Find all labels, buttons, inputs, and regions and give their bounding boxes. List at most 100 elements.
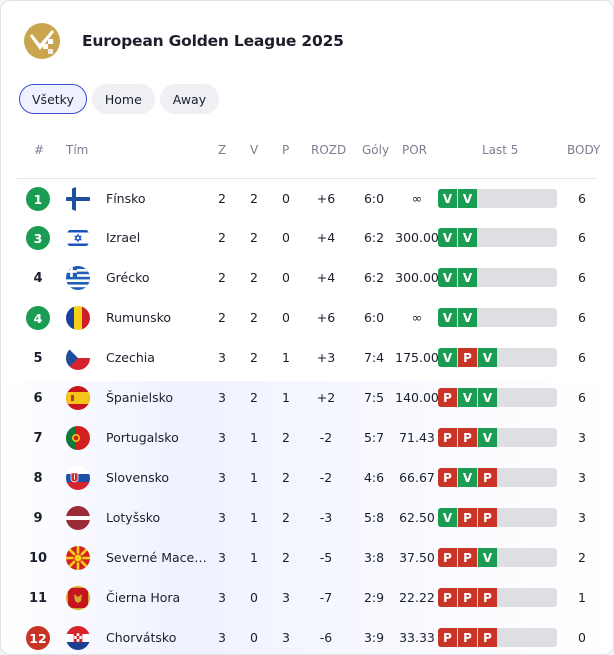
ratio-cell: ∞ (411, 310, 423, 325)
played-cell: 3 (218, 510, 226, 525)
played-cell: 2 (218, 230, 226, 245)
tab-away[interactable]: Away (159, 84, 220, 114)
wins-cell: 0 (250, 590, 258, 605)
col-losses[interactable]: P (282, 143, 290, 157)
team-name[interactable]: Španielsko (106, 390, 174, 405)
ratio-cell: 175.00 (395, 350, 439, 365)
wins-cell: 2 (250, 191, 258, 206)
points-cell: 6 (578, 350, 586, 365)
diff-cell: +3 (316, 350, 336, 365)
team-name[interactable]: Slovensko (106, 470, 170, 485)
points-cell: 0 (578, 630, 586, 645)
team-name[interactable]: Grécko (106, 270, 150, 285)
win-badge: V (458, 308, 477, 327)
team-name[interactable]: Czechia (106, 350, 155, 365)
loss-badge: P (458, 628, 477, 647)
team-name[interactable]: Izrael (106, 230, 141, 245)
tab-home[interactable]: Home (91, 84, 155, 114)
col-goals[interactable]: Góly (362, 143, 390, 157)
col-diff[interactable]: ROZD (311, 143, 347, 157)
points-cell: 3 (578, 510, 586, 525)
czechia-flag-icon (66, 346, 90, 370)
win-badge: V (438, 268, 457, 287)
goals-cell: 6:2 (363, 270, 385, 285)
table-row[interactable]: 1 Fínsko 2 2 0 +6 6:0 ∞ 6 V V (17, 178, 597, 219)
col-ratio[interactable]: POR (402, 143, 428, 157)
rank-badge: 3 (26, 226, 50, 250)
table-row[interactable]: 4 Rumunsko 2 2 0 +6 6:0 ∞ 6 V V (17, 298, 597, 338)
rank-badge: 11 (28, 590, 48, 606)
team-name[interactable]: Fínsko (106, 191, 146, 206)
loss-badge: P (478, 628, 497, 647)
wins-cell: 1 (250, 510, 258, 525)
diff-cell: +6 (316, 310, 336, 325)
win-badge: V (458, 228, 477, 247)
rank-badge: 1 (26, 187, 50, 211)
win-badge: V (458, 388, 477, 407)
latvia-flag-icon (66, 506, 90, 530)
table-row[interactable]: 5 Czechia 3 2 1 +3 7:4 175.00 6 V P V (17, 338, 597, 378)
portugal-flag-icon (66, 426, 90, 450)
table-row[interactable]: 9 Lotyšsko 3 1 2 -3 5:8 62.50 3 V P P (17, 498, 597, 538)
table-row[interactable]: 11 Čierna Hora 3 0 3 -7 2:9 22.22 1 P P P (17, 578, 597, 618)
table-row[interactable]: 3 Izrael 2 2 0 +4 6:2 300.00 6 V V (17, 218, 597, 258)
diff-cell: -5 (319, 550, 333, 565)
col-wins[interactable]: V (250, 143, 259, 157)
diff-cell: -6 (319, 630, 333, 645)
goals-cell: 2:9 (363, 590, 385, 605)
table-row[interactable]: 4 Grécko 2 2 0 +4 6:2 300.00 6 V V (17, 258, 597, 298)
points-cell: 6 (578, 191, 586, 206)
win-badge: V (478, 428, 497, 447)
loss-badge: P (438, 588, 457, 607)
losses-cell: 0 (282, 310, 290, 325)
finland-flag-icon (66, 187, 90, 211)
table-row[interactable]: 12 Chorvátsko 3 0 3 -6 3:9 33.33 0 P P P (17, 618, 597, 654)
rank-badge: 4 (26, 306, 50, 330)
team-name[interactable]: Chorvátsko (106, 630, 177, 645)
col-points[interactable]: BODY (567, 143, 601, 157)
win-badge: V (458, 268, 477, 287)
diff-cell: +6 (316, 191, 336, 206)
played-cell: 2 (218, 191, 226, 206)
goals-cell: 7:5 (363, 390, 385, 405)
win-badge: V (438, 308, 457, 327)
rank-badge: 10 (28, 550, 48, 566)
goals-cell: 6:0 (363, 191, 385, 206)
league-logo-icon (24, 23, 60, 59)
team-name[interactable]: Portugalsko (106, 430, 179, 445)
loss-badge: P (438, 468, 457, 487)
col-last5[interactable]: Last 5 (482, 143, 519, 157)
table-row[interactable]: 6 Španielsko 3 2 1 +2 7:5 140.00 6 P V V (17, 378, 597, 418)
diff-cell: +4 (316, 270, 336, 285)
diff-cell: +4 (316, 230, 336, 245)
table-row[interactable]: 8 Slovensko 3 1 2 -2 4:6 66.67 3 P V P (17, 458, 597, 498)
ratio-cell: 37.50 (399, 550, 435, 565)
col-played[interactable]: Z (218, 143, 227, 157)
played-cell: 3 (218, 550, 226, 565)
diff-cell: -2 (319, 470, 333, 485)
filter-tabs: Všetky Home Away (19, 84, 220, 114)
table-row[interactable]: 7 Portugalsko 3 1 2 -2 5:7 71.43 3 P P V (17, 418, 597, 458)
col-rank[interactable]: # (34, 143, 45, 157)
diff-cell: +2 (316, 390, 336, 405)
rank-badge: 6 (33, 390, 43, 406)
goals-cell: 4:6 (363, 470, 385, 485)
team-name[interactable]: Rumunsko (106, 310, 172, 325)
tab-all[interactable]: Všetky (19, 84, 87, 114)
win-badge: V (438, 508, 457, 527)
diff-cell: -3 (319, 510, 333, 525)
loss-badge: P (458, 548, 477, 567)
wins-cell: 2 (250, 230, 258, 245)
team-name[interactable]: Lotyšsko (106, 510, 161, 525)
team-name[interactable]: Severné Macedónsko (106, 550, 210, 565)
losses-cell: 3 (282, 630, 290, 645)
team-name[interactable]: Čierna Hora (106, 590, 181, 605)
win-badge: V (478, 548, 497, 567)
col-team[interactable]: Tím (66, 143, 89, 157)
